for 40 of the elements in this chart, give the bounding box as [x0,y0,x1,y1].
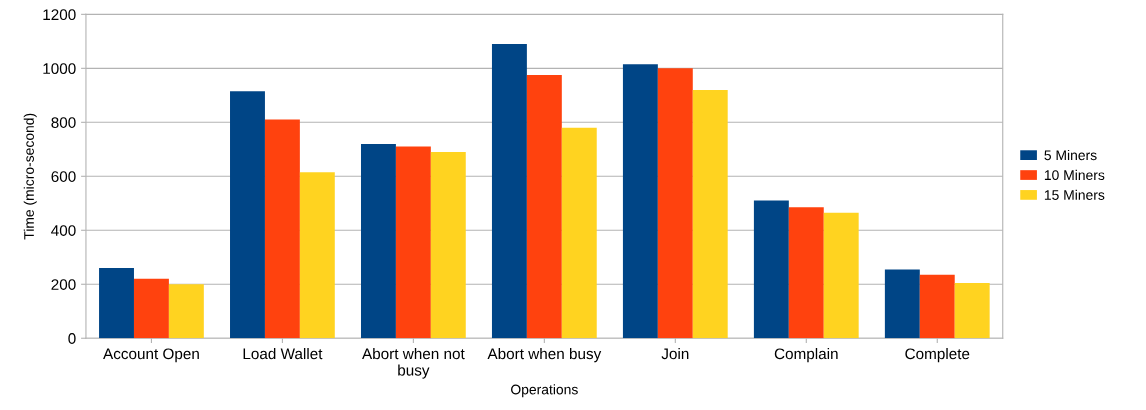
bar [526,75,562,339]
x-tick-label: Account Open [103,348,199,363]
bar [230,91,265,339]
bar [264,119,300,339]
y-tick-label: 1000 [43,63,76,75]
bar [954,282,990,339]
x-tick-label: Complain [774,347,838,363]
y-tick-label: 1200 [43,9,76,21]
bar [395,146,431,339]
bar [430,152,466,339]
bar [657,68,693,339]
bar [360,143,396,339]
legend-label: 5 Miners [1044,149,1097,161]
x-tick-label: Abort when not busy [362,347,465,379]
bar [919,274,955,339]
y-tick-label: 0 [68,333,76,344]
y-tick-label: 800 [51,117,76,128]
bar [788,207,824,339]
legend-label: 15 Miners [1044,189,1105,200]
bar [561,127,597,339]
y-tick-label: 400 [51,225,76,236]
x-tick-label: Abort when busy [487,347,602,363]
x-tick-label: Join [661,347,689,360]
x-axis-title: Operations [511,384,578,398]
bar [823,212,859,339]
y-tick-label: 200 [51,279,76,290]
bar [753,200,789,339]
bar [168,284,204,339]
bar [299,172,335,339]
y-axis-title: Time (micro-second) [23,113,37,240]
x-tick-label: Load Wallet [243,347,323,360]
bar [692,89,728,339]
bar [622,64,658,339]
bar [99,268,134,339]
y-tick-label: 600 [51,171,76,182]
legend-label: 10 Miners [1044,169,1105,181]
x-tick-label: Complete [905,347,970,363]
bar [491,44,527,339]
bar [884,269,920,339]
bar [133,278,169,339]
